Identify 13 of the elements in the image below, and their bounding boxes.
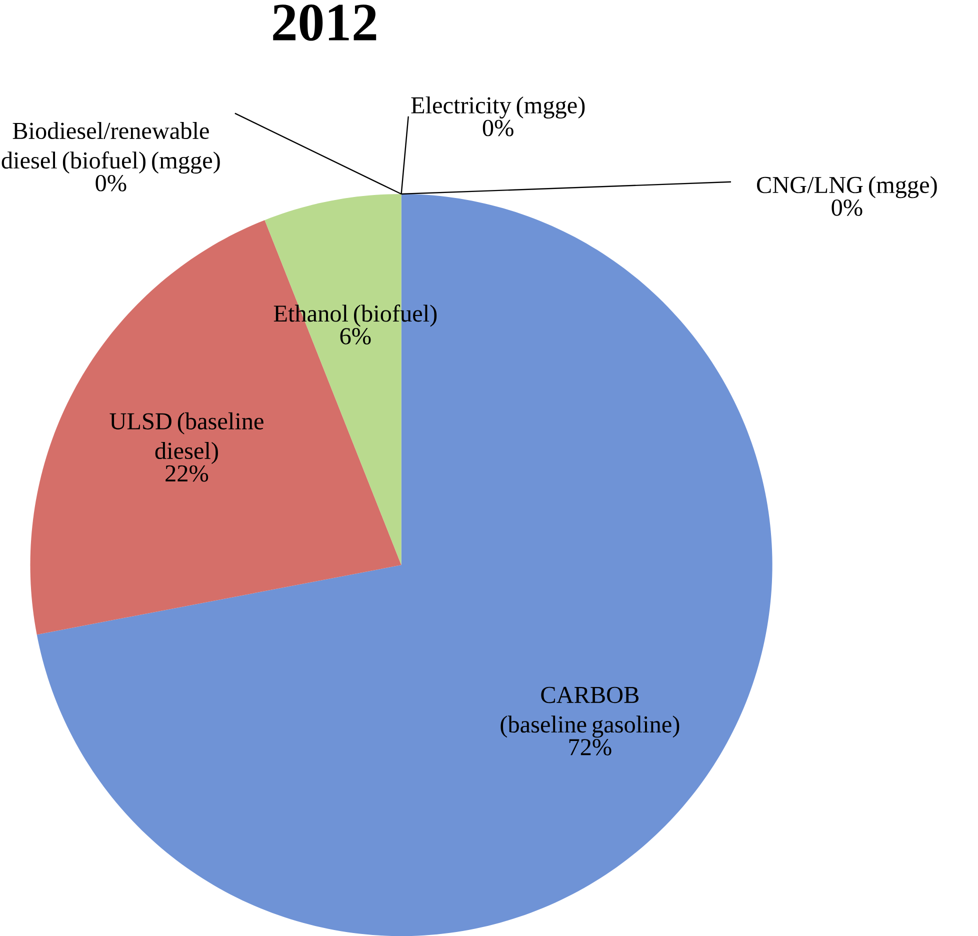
text: 0% [832, 199, 862, 216]
slice-label: CARBOB (baseline gasoline) [500, 686, 680, 738]
slice-label: ULSD (baseline diesel) [110, 412, 264, 464]
slice-label: Ethanol (biofuel) [274, 304, 437, 327]
text: 0% [96, 174, 126, 192]
category-label: Biodiesel/renewable diesel (biofuel) (mgge) [2, 122, 220, 174]
data-label: 72% [569, 738, 612, 756]
category-label: CNG/LNG (mgge) [756, 176, 937, 198]
chart-title: 2012 [273, 4, 376, 41]
data-label: 6% [340, 328, 371, 344]
category-label: Electricity (mgge) [411, 96, 585, 118]
text: 0% [482, 120, 514, 136]
data-label: 22% [166, 465, 208, 482]
